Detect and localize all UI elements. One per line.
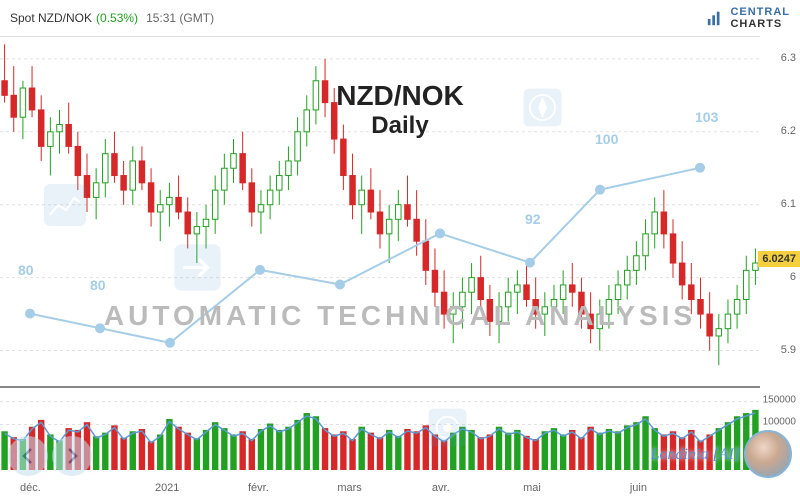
x-tick-label: juin — [630, 482, 647, 494]
price-y-axis: 5.966.16.26.36.0247 — [760, 36, 800, 386]
chart-header: Spot NZD/NOK (0.53%) 15:31 (GMT) CENTRAL… — [0, 0, 800, 36]
price-chart-svg — [0, 37, 760, 387]
x-tick-label: févr. — [248, 482, 269, 494]
x-tick-label: 2021 — [155, 482, 179, 494]
pct-change: (0.53%) — [96, 11, 138, 25]
x-tick-label: avr. — [432, 482, 450, 494]
back-button[interactable] — [8, 436, 48, 476]
logo-text: CENTRAL CHARTS — [730, 6, 790, 30]
x-axis: déc. 2021 févr. mars avr. mai juin — [0, 470, 760, 500]
watermark-target-icon — [425, 405, 470, 450]
logo-icon — [706, 9, 724, 27]
forward-button[interactable] — [52, 436, 92, 476]
londinia-label: Londinia [AI] — [651, 446, 740, 464]
volume-chart-area[interactable] — [0, 386, 760, 468]
instrument-label: Spot NZD/NOK — [10, 11, 92, 25]
watermark-chart-icon — [40, 180, 90, 230]
logo[interactable]: CENTRAL CHARTS — [706, 6, 790, 30]
x-tick-label: déc. — [20, 482, 41, 494]
volume-chart-svg — [0, 388, 760, 470]
price-chart-area[interactable] — [0, 36, 760, 386]
watermark-compass-icon — [520, 85, 565, 130]
watermark-arrow-icon — [170, 240, 225, 295]
nav-buttons — [8, 436, 92, 476]
avatar-icon[interactable] — [744, 430, 792, 478]
x-tick-label: mars — [337, 482, 361, 494]
x-tick-label: mai — [523, 482, 541, 494]
time-label: 15:31 (GMT) — [146, 11, 214, 25]
